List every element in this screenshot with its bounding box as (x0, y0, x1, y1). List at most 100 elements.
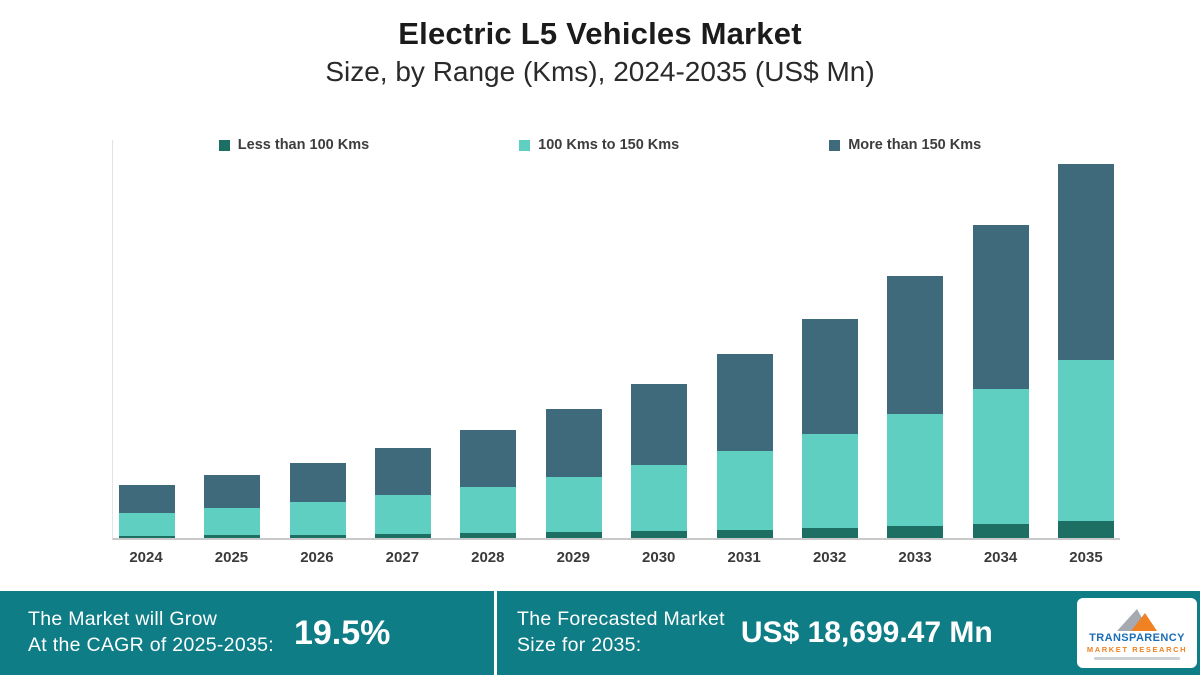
x-axis-label: 2024 (129, 549, 163, 566)
bar-stack (119, 485, 175, 538)
bar-segment (972, 389, 1029, 524)
bar-column-2035 (1057, 164, 1114, 538)
bar-stack (887, 275, 944, 538)
logo-text-line2: MARKET RESEARCH (1086, 644, 1188, 654)
bar-stack (716, 354, 773, 538)
x-axis-label: 2033 (898, 549, 932, 566)
bar-stack (801, 318, 858, 538)
legend-label: 100 Kms to 150 Kms (538, 137, 680, 153)
bar-column-2025 (204, 475, 261, 538)
bar-stack (460, 430, 517, 538)
cagr-label-line1: The Market will Grow (28, 608, 218, 631)
legend-label: Less than 100 Kms (237, 137, 370, 153)
bar-segment (1057, 360, 1114, 522)
x-axis-label: 2029 (556, 549, 590, 566)
x-axis: 2024 2025 2026 2027 2028 2029 2030 2031 2032 2033… (112, 549, 1120, 566)
bar-stack (972, 224, 1029, 538)
x-axis-label: 2025 (214, 549, 249, 566)
logo-text-line1: TRANSPARENCY (1089, 631, 1185, 644)
bar-column-2034 (972, 224, 1029, 538)
bar-segment (375, 495, 432, 534)
chart-legend: Less than 100 Kms 100 Kms to 150 Kms Mor… (0, 137, 1200, 153)
bar-segment (204, 475, 261, 509)
legend-swatch-icon (519, 139, 531, 151)
bar-column-2027 (375, 447, 432, 538)
legend-swatch-icon (218, 139, 230, 151)
bar-segment (119, 512, 175, 536)
forecast-label-line2: Size for 2035: (517, 634, 642, 656)
legend-swatch-icon (829, 139, 841, 151)
x-axis-label: 2034 (983, 549, 1018, 566)
bar-segment (375, 447, 432, 496)
x-axis-label: 2030 (642, 549, 676, 566)
bar-column-2031 (716, 354, 773, 538)
forecast-stat: The Forecasted Market Size for 2035: US$… (497, 607, 1077, 658)
bar-segment (887, 413, 944, 527)
bar-segment (631, 531, 688, 538)
bar-stack (545, 409, 602, 538)
bar-segment (545, 409, 602, 477)
bar-stack (289, 462, 346, 538)
bar-segment (1057, 164, 1114, 361)
bar-segment (289, 502, 346, 535)
bar-segment (631, 465, 688, 532)
bar-segment (972, 523, 1029, 538)
cagr-stat: The Market will Grow At the CAGR of 2025… (0, 607, 494, 658)
forecast-label: The Forecasted Market Size for 2035: (517, 607, 725, 658)
cagr-value: 19.5% (293, 613, 391, 652)
bar-segment (460, 533, 517, 538)
forecast-value: US$ 18,699.47 Mn (740, 616, 993, 649)
bar-segment (887, 275, 944, 414)
bar-stack (375, 447, 432, 538)
chart-plot (112, 140, 1120, 540)
x-axis-label: 2028 (471, 549, 505, 566)
forecast-label-line1: The Forecasted Market (517, 608, 725, 631)
cagr-label-line2: At the CAGR of 2025-2035: (28, 634, 274, 656)
bar-column-2032 (801, 318, 858, 538)
bar-column-2024 (119, 485, 175, 538)
bar-column-2028 (460, 430, 517, 538)
chart-header: Electric L5 Vehicles Market Size, by Ran… (0, 0, 1200, 88)
bar-segment (204, 535, 261, 538)
bar-segment (801, 433, 858, 529)
bar-segment (119, 485, 175, 513)
x-axis-label: 2032 (812, 549, 847, 566)
page-title: Electric L5 Vehicles Market (398, 16, 802, 51)
x-axis-label: 2031 (727, 549, 761, 566)
bar-segment (972, 224, 1029, 390)
bar-segment (289, 462, 346, 503)
logo-tagline-strip (1094, 656, 1180, 660)
bar-segment (801, 528, 858, 538)
logo-arrow-icon (1117, 608, 1157, 631)
bar-column-2033 (887, 275, 944, 538)
bar-segment (545, 532, 602, 538)
bar-segment (460, 486, 517, 534)
x-axis-label: 2026 (300, 549, 334, 566)
legend-item-100-to-150: 100 Kms to 150 Kms (519, 137, 679, 153)
bar-segment (545, 476, 602, 533)
bar-segment (460, 430, 517, 487)
bar-segment (887, 526, 944, 538)
page-subtitle: Size, by Range (Kms), 2024-2035 (US$ Mn) (325, 56, 875, 87)
footer-banner: The Market will Grow At the CAGR of 2025… (0, 591, 1200, 675)
bar-segment (119, 535, 175, 538)
legend-item-less-than-100: Less than 100 Kms (218, 137, 370, 153)
bar-segment (375, 533, 432, 538)
bar-segment (716, 529, 773, 538)
bar-stack (204, 475, 261, 538)
cagr-label: The Market will Grow At the CAGR of 2025… (28, 607, 274, 658)
bar-segment (631, 384, 688, 466)
bar-segment (204, 508, 261, 536)
bar-segment (716, 450, 773, 530)
bar-segment (801, 318, 858, 434)
bar-segment (289, 534, 346, 538)
company-logo: TRANSPARENCY MARKET RESEARCH (1077, 598, 1197, 668)
bar-stack (631, 384, 688, 538)
x-axis-label: 2035 (1069, 549, 1103, 566)
bar-column-2026 (289, 462, 346, 538)
stacked-bar-chart: 2024 2025 2026 2027 2028 2029 2030 2031 2032 2033… (112, 140, 1120, 566)
legend-item-more-than-150: More than 150 Kms (829, 137, 981, 153)
footer-divider (494, 591, 497, 675)
bar-column-2030 (631, 384, 688, 538)
bar-segment (1057, 521, 1114, 538)
